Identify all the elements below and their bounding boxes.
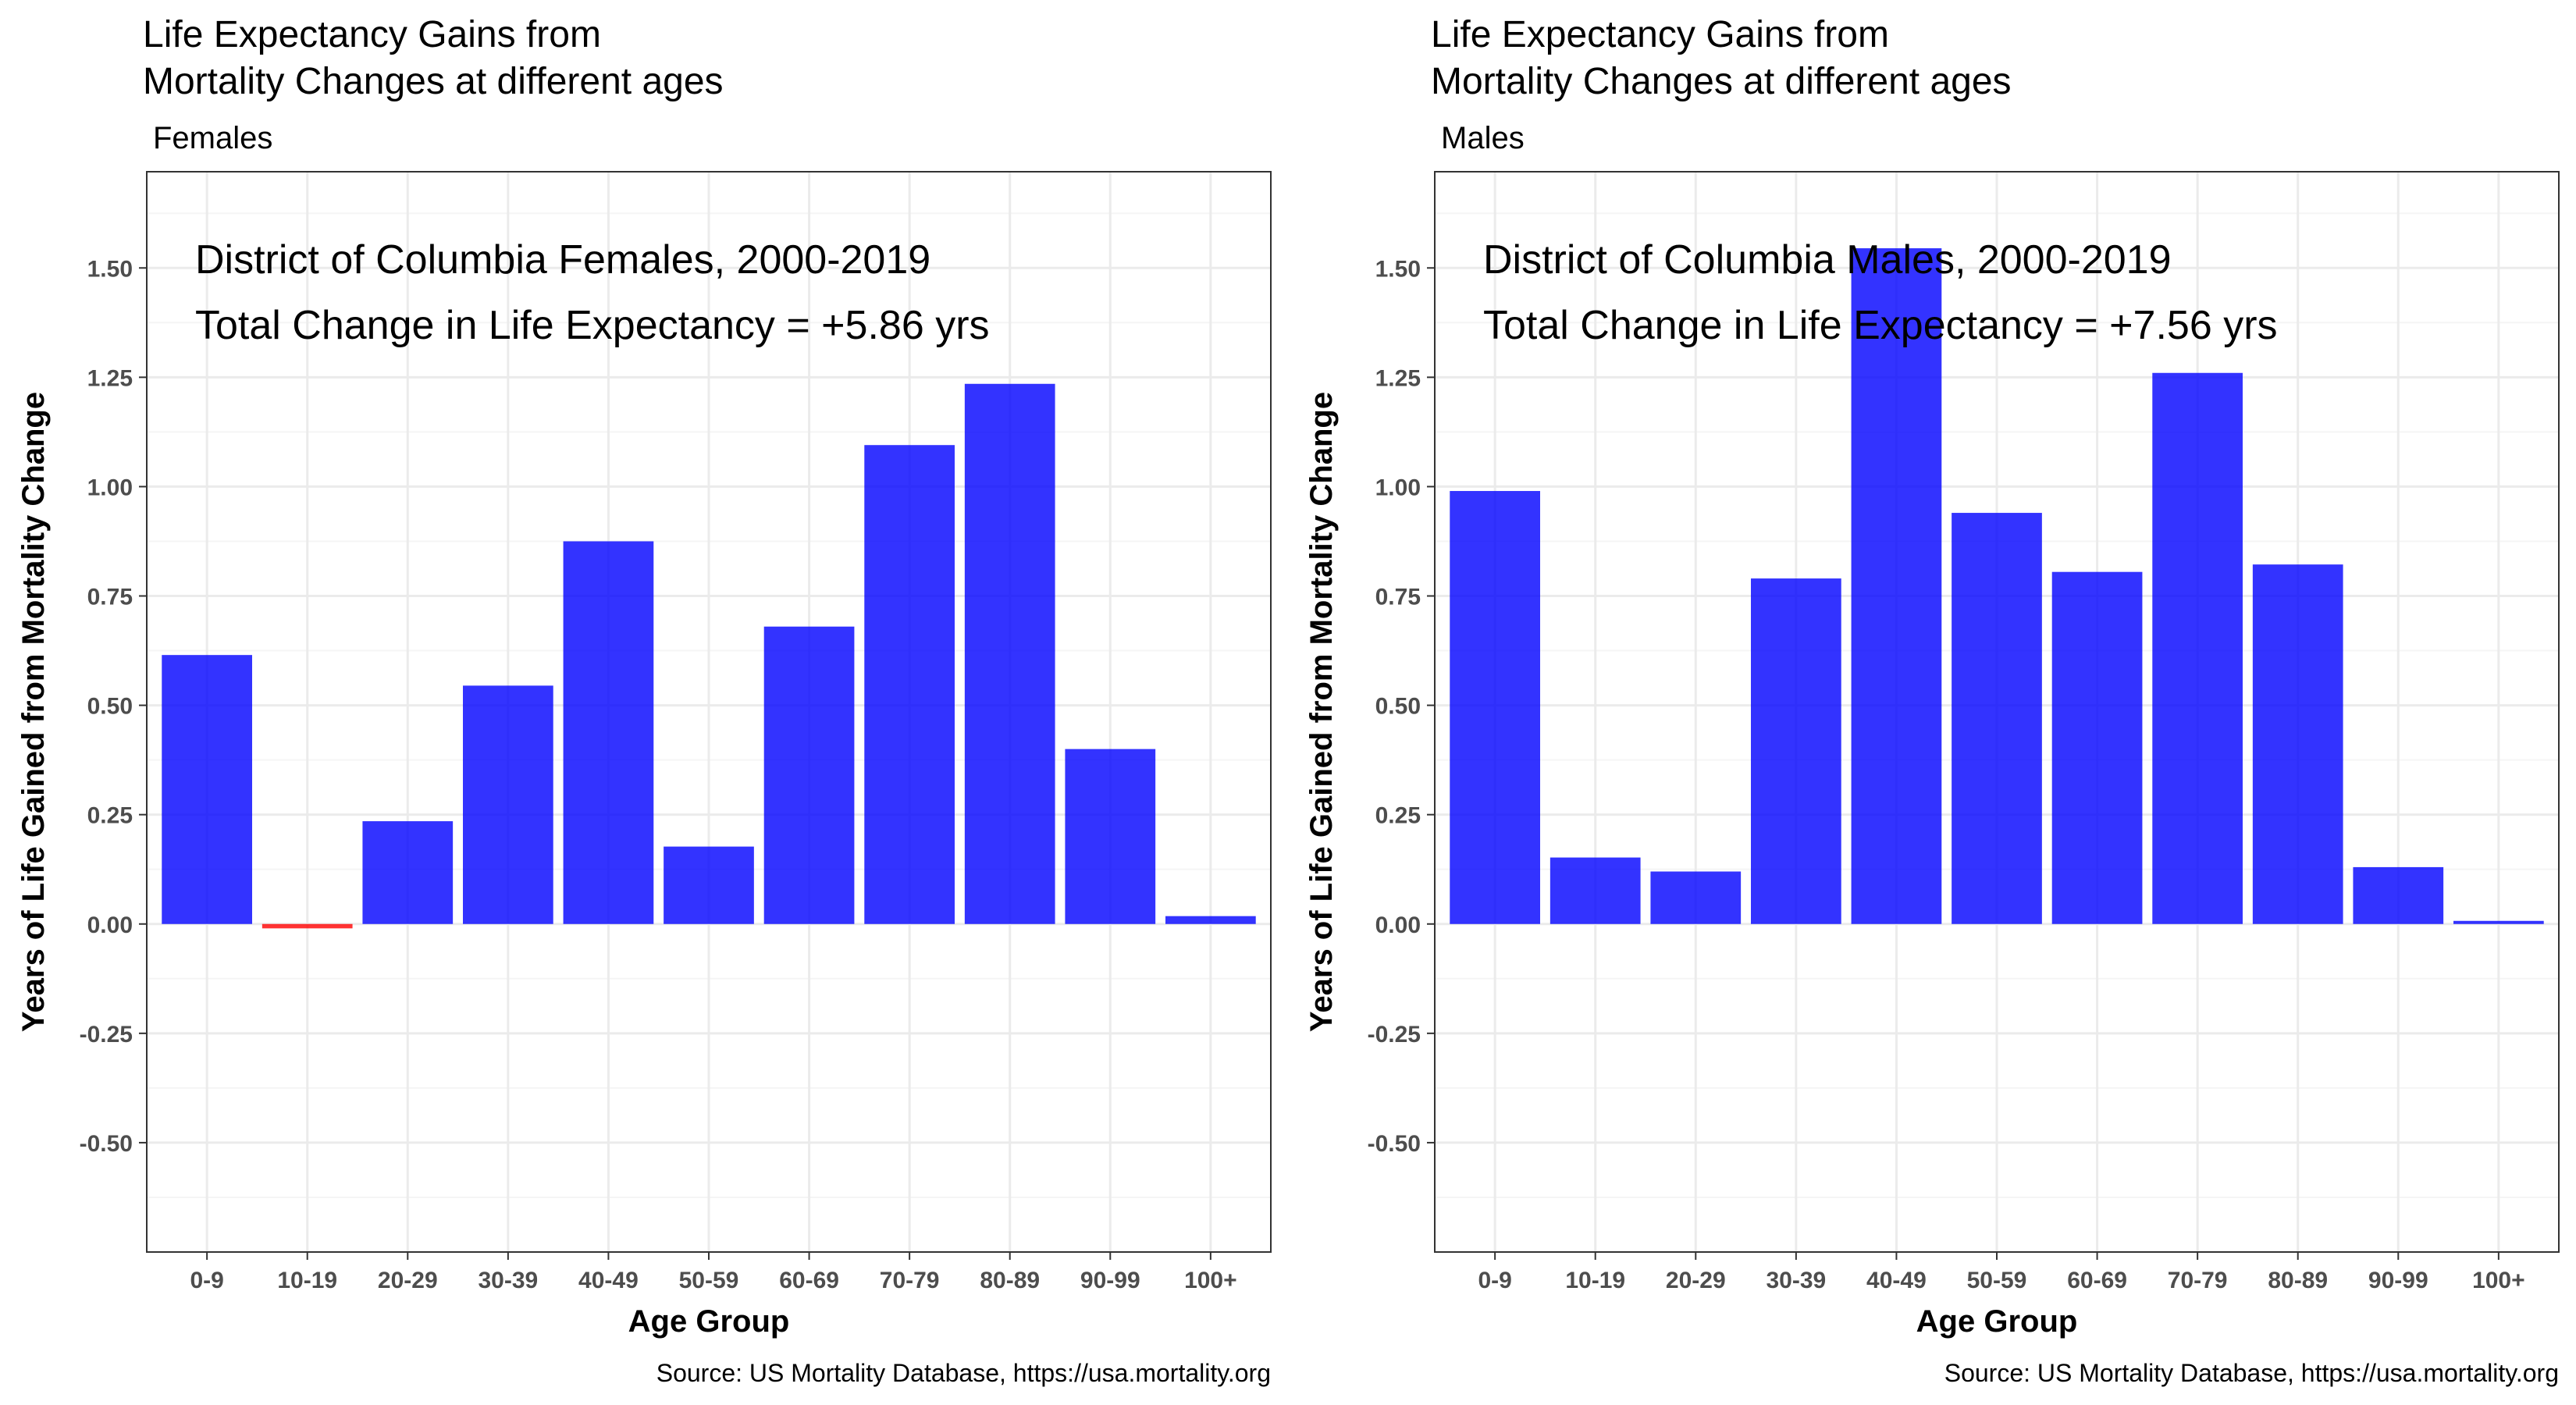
x-tick-label: 0-9 [1478, 1268, 1511, 1293]
y-tick-label: 1.25 [87, 365, 133, 391]
x-axis-title: Age Group [628, 1304, 790, 1339]
chart-title-line-1: Life Expectancy Gains from [143, 14, 601, 55]
y-tick-label: 1.00 [1375, 475, 1421, 500]
x-tick-label: 60-69 [779, 1268, 839, 1293]
annotation-line-1: District of Columbia Males, 2000-2019 [1483, 237, 2172, 283]
x-axis-title: Age Group [1916, 1304, 2078, 1339]
y-tick-label: -0.50 [1368, 1131, 1421, 1157]
bar-10-19 [262, 923, 353, 929]
bar-30-39 [463, 685, 553, 924]
annotation-line-2: Total Change in Life Expectancy = +5.86 … [195, 303, 990, 348]
annotation-line-1: District of Columbia Females, 2000-2019 [195, 237, 930, 283]
x-tick-label: 70-79 [2168, 1268, 2228, 1293]
chart-subtitle: Males [1441, 121, 1525, 155]
x-tick-label: 70-79 [880, 1268, 940, 1293]
bar-50-59 [1952, 513, 2042, 924]
y-tick-label: 0.00 [87, 912, 133, 938]
x-tick-label: 60-69 [2067, 1268, 2127, 1293]
bar-70-79 [864, 445, 955, 924]
bar-40-49 [563, 541, 654, 924]
bar-40-49 [1851, 248, 1942, 924]
y-tick-label: 1.50 [87, 256, 133, 282]
x-tick-label: 30-39 [478, 1268, 538, 1293]
y-tick-label: 0.00 [1375, 912, 1421, 938]
bar-60-69 [763, 626, 855, 924]
bar-100+ [2453, 920, 2544, 924]
bar-10-19 [1550, 857, 1641, 924]
bar-60-69 [2051, 571, 2143, 924]
y-tick-label: 0.50 [1375, 694, 1421, 720]
x-tick-label: 80-89 [980, 1268, 1040, 1293]
y-tick-label: -0.25 [1368, 1022, 1421, 1048]
bar-30-39 [1751, 578, 1841, 924]
x-tick-label: 50-59 [679, 1268, 739, 1293]
y-axis-title: Years of Life Gained from Mortality Chan… [16, 392, 51, 1032]
source-caption: Source: US Mortality Database, https://u… [656, 1359, 1271, 1387]
y-tick-label: 0.25 [87, 803, 133, 829]
bar-20-29 [362, 821, 454, 924]
y-tick-label: -0.25 [80, 1022, 133, 1048]
bar-80-89 [964, 383, 1055, 924]
x-tick-label: 40-49 [578, 1268, 639, 1293]
chart-panel-males: -0.50 -0.25 0.00 0.25 0.50 0.75 1.00 1.25 1.50 0-… [1304, 14, 2560, 1387]
x-tick-label: 10-19 [277, 1268, 337, 1293]
y-tick-label: -0.50 [80, 1131, 133, 1157]
y-tick-label: 1.50 [1375, 256, 1421, 282]
x-tick-label: 100+ [2472, 1268, 2525, 1293]
x-tick-label: 80-89 [2268, 1268, 2328, 1293]
chart-title-line-1: Life Expectancy Gains from [1431, 14, 1889, 55]
chart-subtitle: Females [153, 121, 272, 155]
chart-panel-females: -0.50 -0.25 0.00 0.25 0.50 0.75 1.00 1.25 1.50 0-… [16, 14, 1272, 1387]
y-tick-label: 1.00 [87, 475, 133, 500]
bar-70-79 [2152, 372, 2243, 924]
source-caption: Source: US Mortality Database, https://u… [1944, 1359, 2559, 1387]
x-tick-label: 20-29 [378, 1268, 438, 1293]
y-tick-label: 0.75 [1375, 585, 1421, 610]
bar-50-59 [664, 846, 754, 924]
bar-100+ [1165, 916, 1256, 924]
chart-title-line-2: Mortality Changes at different ages [1431, 61, 2012, 102]
bar-80-89 [2252, 564, 2343, 924]
x-tick-label: 10-19 [1565, 1268, 1625, 1293]
chart-title-line-2: Mortality Changes at different ages [143, 61, 724, 102]
y-axis-title: Years of Life Gained from Mortality Chan… [1304, 392, 1339, 1032]
bar-0-9 [162, 655, 252, 924]
x-tick-label: 0-9 [190, 1268, 223, 1293]
x-tick-label: 50-59 [1967, 1268, 2027, 1293]
x-tick-label: 90-99 [2368, 1268, 2428, 1293]
x-tick-label: 100+ [1184, 1268, 1237, 1293]
x-tick-label: 20-29 [1666, 1268, 1726, 1293]
bar-90-99 [2353, 866, 2444, 924]
y-tick-label: 0.25 [1375, 803, 1421, 829]
y-tick-label: 0.50 [87, 694, 133, 720]
bar-20-29 [1650, 871, 1742, 924]
annotation-line-2: Total Change in Life Expectancy = +7.56 … [1483, 303, 2278, 348]
bar-90-99 [1065, 749, 1156, 924]
x-tick-label: 30-39 [1766, 1268, 1826, 1293]
y-tick-label: 0.75 [87, 585, 133, 610]
bar-0-9 [1450, 491, 1540, 924]
x-tick-label: 40-49 [1866, 1268, 1927, 1293]
x-tick-label: 90-99 [1080, 1268, 1140, 1293]
y-tick-label: 1.25 [1375, 365, 1421, 391]
